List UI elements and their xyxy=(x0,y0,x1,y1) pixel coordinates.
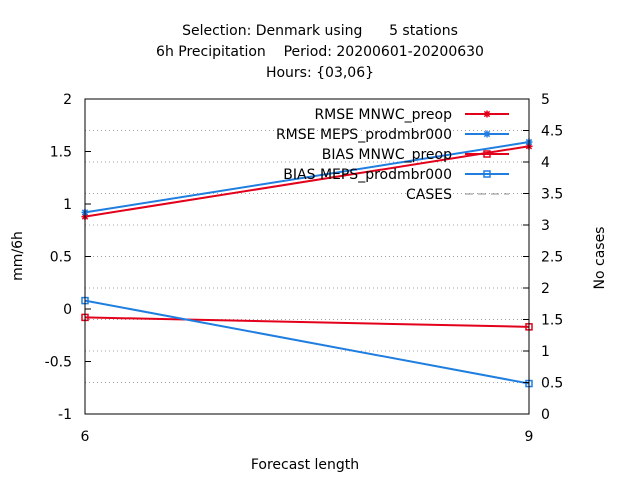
series-line xyxy=(84,141,530,214)
y2-tick-label: 0.5 xyxy=(541,376,563,392)
series-line xyxy=(84,145,530,218)
legend-marker xyxy=(483,110,491,118)
y2-tick-label: 0 xyxy=(541,407,550,423)
legend: RMSE MNWC_preop RMSE MEPS_prodmbr000 BIAS … xyxy=(276,107,509,203)
y2-tick-label: 4.5 xyxy=(541,124,563,140)
x-tick-label: 9 xyxy=(525,429,534,445)
legend-entry: CASES xyxy=(406,187,509,203)
x-tick-label: 6 xyxy=(81,429,90,445)
y2-tick-label: 3 xyxy=(541,218,550,234)
series-line xyxy=(84,299,530,385)
chart-title-line: Selection: Denmark using 5 stations xyxy=(182,23,458,39)
legend-entry: BIAS MEPS_prodmbr000 xyxy=(283,167,509,183)
legend-entry: BIAS MNWC_preop xyxy=(322,147,509,163)
series-3 xyxy=(81,296,533,388)
y2-tick-label: 2.5 xyxy=(541,250,563,266)
legend-label: RMSE MNWC_preop xyxy=(314,107,452,123)
axis-ticks: -1 -0.5 0 0.5 1 1.5 2 0 0.5 1 1.5 2 2.5 3 3.5 4 4.5 5 6 9 xyxy=(45,92,564,445)
legend-label: RMSE MEPS_prodmbr000 xyxy=(276,127,452,143)
y2-tick-label: 3.5 xyxy=(541,187,563,203)
legend-entry: RMSE MNWC_preop xyxy=(314,107,509,123)
y2-axis-label: No cases xyxy=(592,227,608,290)
x-axis-label: Forecast length xyxy=(251,457,359,473)
legend-marker xyxy=(483,130,491,138)
chart-title-line: 6h Precipitation Period: 20200601-202006… xyxy=(156,44,484,60)
y-tick-label: 0.5 xyxy=(50,250,72,266)
legend-marker xyxy=(483,150,491,158)
y2-tick-label: 4 xyxy=(541,155,550,171)
y-tick-label: -0.5 xyxy=(45,355,72,371)
y2-tick-label: 1 xyxy=(541,344,550,360)
legend-label: CASES xyxy=(406,187,452,203)
legend-entry: RMSE MEPS_prodmbr000 xyxy=(276,127,509,143)
y2-tick-label: 5 xyxy=(541,92,550,108)
y2-tick-label: 2 xyxy=(541,281,550,297)
y-tick-label: 1.5 xyxy=(50,145,72,161)
legend-label: BIAS MEPS_prodmbr000 xyxy=(283,167,452,183)
chart-title: Selection: Denmark using 5 stations 6h Pr… xyxy=(156,23,484,81)
y2-tick-label: 1.5 xyxy=(541,313,563,329)
legend-label: BIAS MNWC_preop xyxy=(322,147,452,163)
y-tick-label: 0 xyxy=(63,302,72,318)
y-tick-label: 1 xyxy=(63,197,72,213)
y-axis-label: mm/6h xyxy=(10,231,26,281)
chart-title-line: Hours: {03,06} xyxy=(266,65,374,81)
series-line xyxy=(84,316,530,328)
plot-frame xyxy=(84,98,530,415)
series-2 xyxy=(81,313,533,331)
y-tick-label: -1 xyxy=(58,407,72,423)
y-tick-label: 2 xyxy=(63,92,72,108)
legend-marker xyxy=(483,170,491,178)
